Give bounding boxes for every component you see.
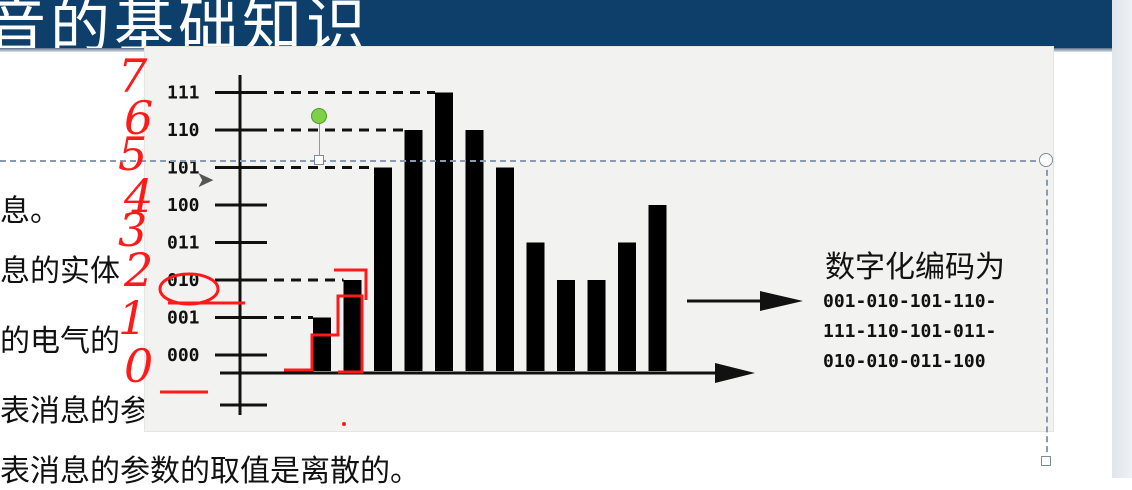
bar [374,168,392,372]
code-line-2: 111-110-101-011- [823,321,996,342]
y-tick-label: 011 [167,233,200,254]
figure-caption: 数字化编码为 [825,250,1005,285]
rotate-handle-icon[interactable] [311,108,327,124]
slide-title: 音的基础知识 [0,0,370,48]
rotate-handle-stem [319,124,320,156]
y-tick-label: 010 [167,270,200,291]
bar [588,280,606,371]
slide-title-bar: 音的基础知识 [0,0,1112,48]
bar [313,318,331,372]
resize-handle-right-bottom[interactable] [1041,456,1051,466]
bar [649,205,667,371]
ink-digit: 3 [118,203,147,257]
bar [344,280,362,371]
y-tick-label: 100 [167,195,200,216]
body-line-2: 息的实体 [0,246,120,290]
bar [466,130,484,371]
bar [405,130,423,371]
bar [435,93,453,372]
output-arrow-head [760,291,803,311]
quantization-figure[interactable]: 000 001 010 011 100 101 110 111 数字化编码为 001-010-… [145,47,1053,431]
body-line-1: 息。 [0,186,60,230]
resize-handle-top[interactable] [314,155,324,165]
y-tick-label: 111 [167,83,200,104]
y-tick-label: 110 [167,120,200,141]
code-line-1: 001-010-101-110- [823,291,996,312]
ink-digit: 7 [118,49,148,103]
bar [527,243,545,372]
code-line-3: 010-010-011-100 [823,351,986,372]
body-line-3: 的电气的 [0,316,120,360]
cursor-arrow-icon: ➤ [196,168,214,193]
bar [557,280,575,371]
window-right-margin [1112,0,1132,478]
selection-right-edge [1046,160,1048,462]
resize-handle-top-right[interactable] [1039,153,1053,167]
ink-digit: 5 [118,127,147,181]
y-tick-label: 001 [167,308,200,329]
bar [496,168,514,372]
x-axis-arrow [715,363,755,383]
selection-top-edge [0,160,1046,162]
ink-digit: 1 [118,291,147,345]
body-line-4: 表消息的参 [0,386,150,430]
y-tick-label: 000 [167,345,200,366]
bars-layer [313,93,667,372]
body-line-5: 表消息的参数的取值是离散的。 [0,446,420,490]
bar [618,243,636,372]
